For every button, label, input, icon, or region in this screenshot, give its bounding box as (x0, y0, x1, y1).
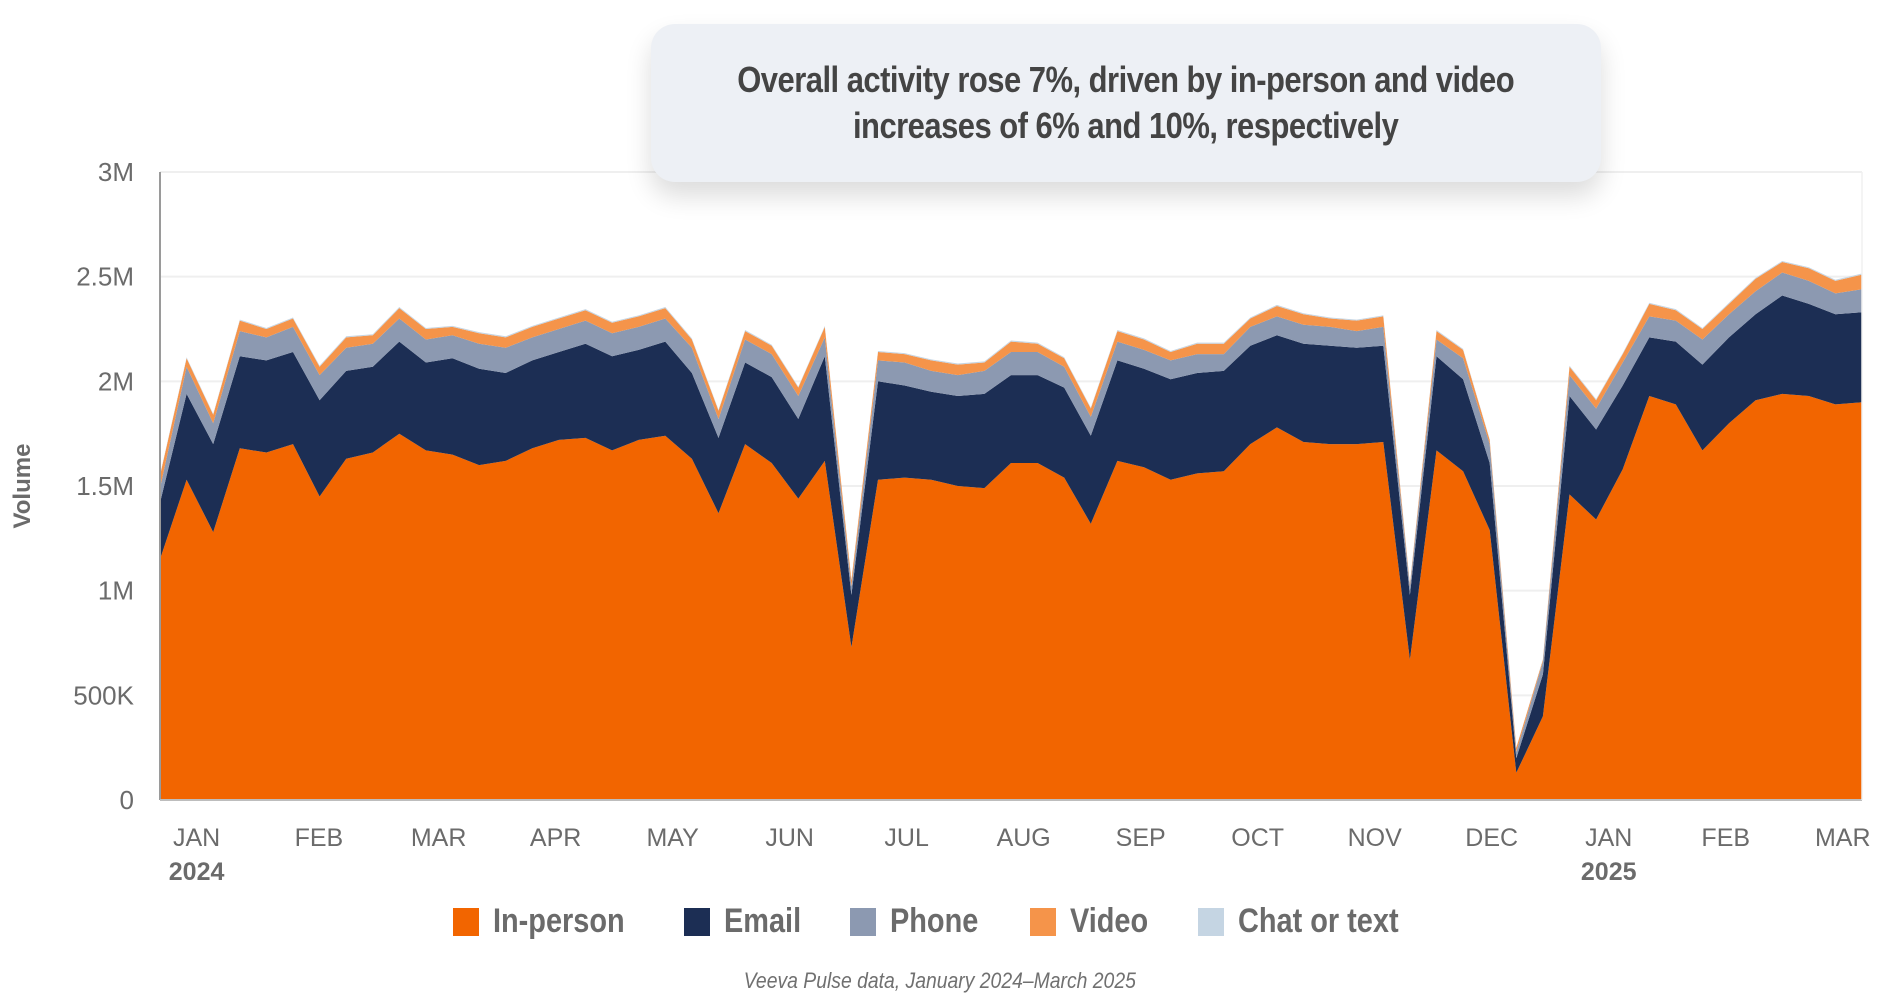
area-in-person (160, 393, 1862, 800)
legend-label-chat-or-text: Chat or text (1238, 902, 1399, 940)
legend-item-phone[interactable]: Phone (850, 902, 994, 941)
area-series (160, 261, 1862, 800)
y-tick-label: 2M (98, 366, 134, 396)
x-tick-label: NOV (1348, 824, 1403, 852)
x-tick-label: FEB (295, 824, 344, 852)
headline-callout: Overall activity rose 7%, driven by in-p… (651, 24, 1601, 182)
x-tick-label: FEB (1701, 824, 1750, 852)
area-email (160, 295, 1862, 773)
y-tick-label: 500K (73, 680, 134, 710)
legend-label-in-person: In-person (492, 902, 625, 940)
legend-item-in-person[interactable]: In-person (452, 902, 648, 941)
headline-line-1: Overall activity rose 7%, driven by in-p… (737, 59, 1515, 100)
headline-text: Overall activity rose 7%, driven by in-p… (738, 57, 1515, 149)
x-tick-labels: JAN 2024 FEB MAR APR MAY JUN JUL AUG SEP OCT NOV DEC… (169, 824, 1871, 886)
y-tick-label: 3M (98, 157, 134, 187)
y-tick-label: 1M (98, 576, 134, 606)
source-footnote: Veeva Pulse data, January 2024–March 202… (0, 968, 1880, 994)
y-tick-label: 0 (120, 785, 134, 815)
legend-item-chat-or-text[interactable]: Chat or text (1198, 902, 1427, 941)
legend-swatch-in-person (452, 907, 479, 936)
x-tick-label: AUG (997, 824, 1051, 852)
y-tick-label: 1.5M (76, 471, 134, 501)
legend-label-video: Video (1070, 902, 1149, 940)
x-tick-label: DEC (1465, 824, 1518, 852)
x-tick-label: SEP (1116, 824, 1166, 852)
x-tick-label: MAR (411, 824, 467, 852)
x-tick-label: JUN (765, 824, 814, 852)
legend-label-email: Email (723, 902, 801, 940)
legend-swatch-chat-or-text (1198, 907, 1225, 936)
legend-item-video[interactable]: Video (1030, 902, 1162, 941)
axes (159, 172, 1863, 801)
y-axis-label: Volume (9, 444, 36, 529)
x-tick-year-label: 2025 (1581, 858, 1637, 886)
x-tick-label: OCT (1231, 824, 1284, 852)
x-tick-label: MAY (646, 824, 699, 852)
x-tick-year-label: 2024 (169, 858, 225, 886)
x-tick-label: MAR (1815, 824, 1871, 852)
area-phone (160, 272, 1862, 759)
x-tick-label: JAN (173, 824, 220, 852)
legend-label-phone: Phone (890, 902, 979, 940)
legend-swatch-video (1030, 907, 1057, 936)
legend: In-person Email Phone Video Chat or text (0, 902, 1880, 941)
legend-swatch-email (683, 907, 710, 936)
legend-swatch-phone (850, 907, 877, 936)
headline-line-2: increases of 6% and 10%, respectively (853, 105, 1399, 146)
x-tick-label: JAN (1585, 824, 1632, 852)
legend-item-email[interactable]: Email (683, 902, 815, 941)
x-tick-label: APR (530, 824, 581, 852)
x-tick-label: JUL (884, 824, 929, 852)
source-footnote-text: Veeva Pulse data, January 2024–March 202… (743, 968, 1137, 993)
y-tick-labels: 0 500K 1M 1.5M 2M 2.5M 3M (73, 157, 134, 815)
y-tick-label: 2.5M (76, 262, 134, 292)
